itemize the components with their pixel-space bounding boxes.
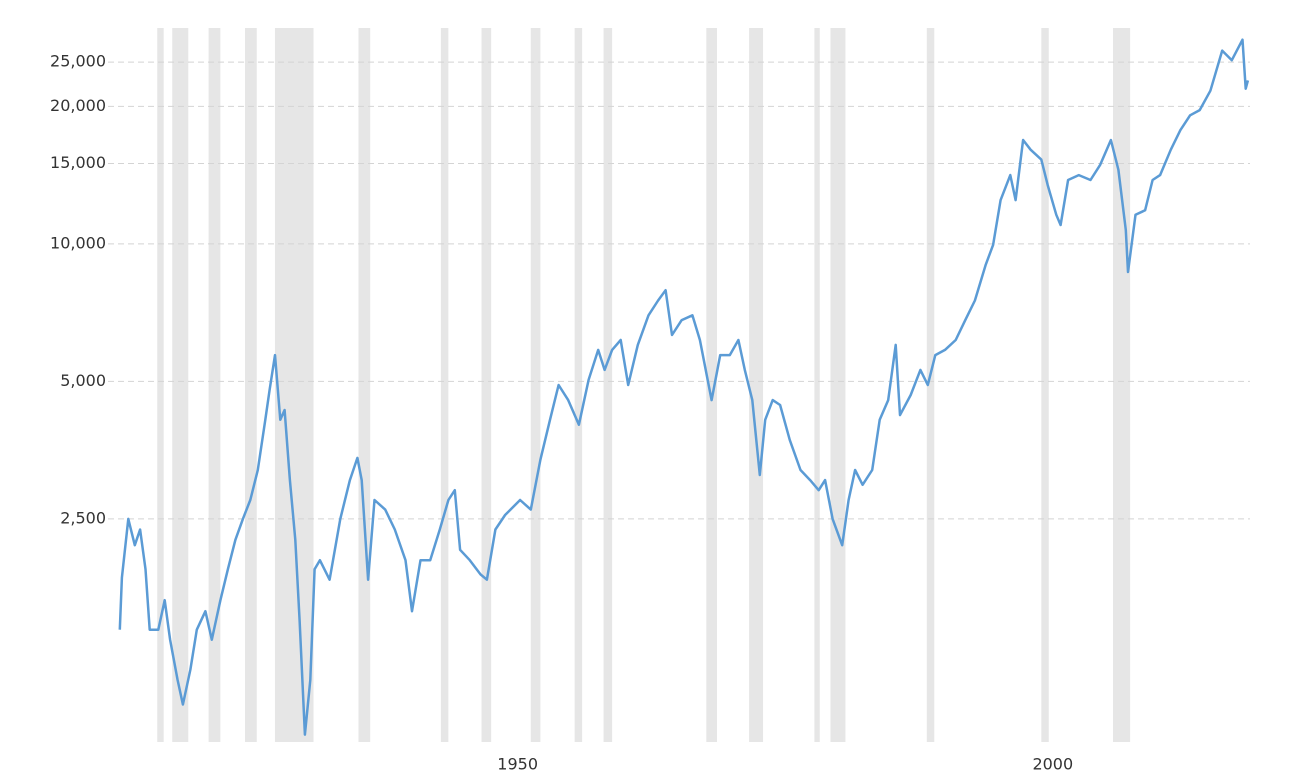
recession-band	[530, 28, 541, 742]
y-tick-label: 25,000	[50, 52, 106, 71]
x-tick-label: 2000	[1032, 755, 1073, 774]
recession-band	[274, 28, 314, 742]
recession-band	[440, 28, 449, 742]
recession-band	[830, 28, 846, 742]
recession-band	[749, 28, 764, 742]
y-tick-label: 15,000	[50, 153, 106, 172]
recession-band	[1041, 28, 1049, 742]
y-tick-label: 20,000	[50, 96, 106, 115]
recession-band	[814, 28, 820, 742]
recession-band	[706, 28, 717, 742]
recession-band	[926, 28, 935, 742]
recession-band	[157, 28, 164, 742]
recession-band	[1113, 28, 1131, 742]
data-line	[118, 38, 1250, 736]
recession-band	[358, 28, 371, 742]
y-tick-label: 2,500	[60, 508, 106, 527]
recession-band	[603, 28, 613, 742]
recession-band	[244, 28, 257, 742]
recession-band	[481, 28, 492, 742]
y-tick-label: 10,000	[50, 233, 106, 252]
x-tick-label: 1950	[497, 755, 538, 774]
recession-band	[574, 28, 583, 742]
y-tick-label: 5,000	[60, 371, 106, 390]
recession-band	[172, 28, 189, 742]
recession-band	[208, 28, 221, 742]
